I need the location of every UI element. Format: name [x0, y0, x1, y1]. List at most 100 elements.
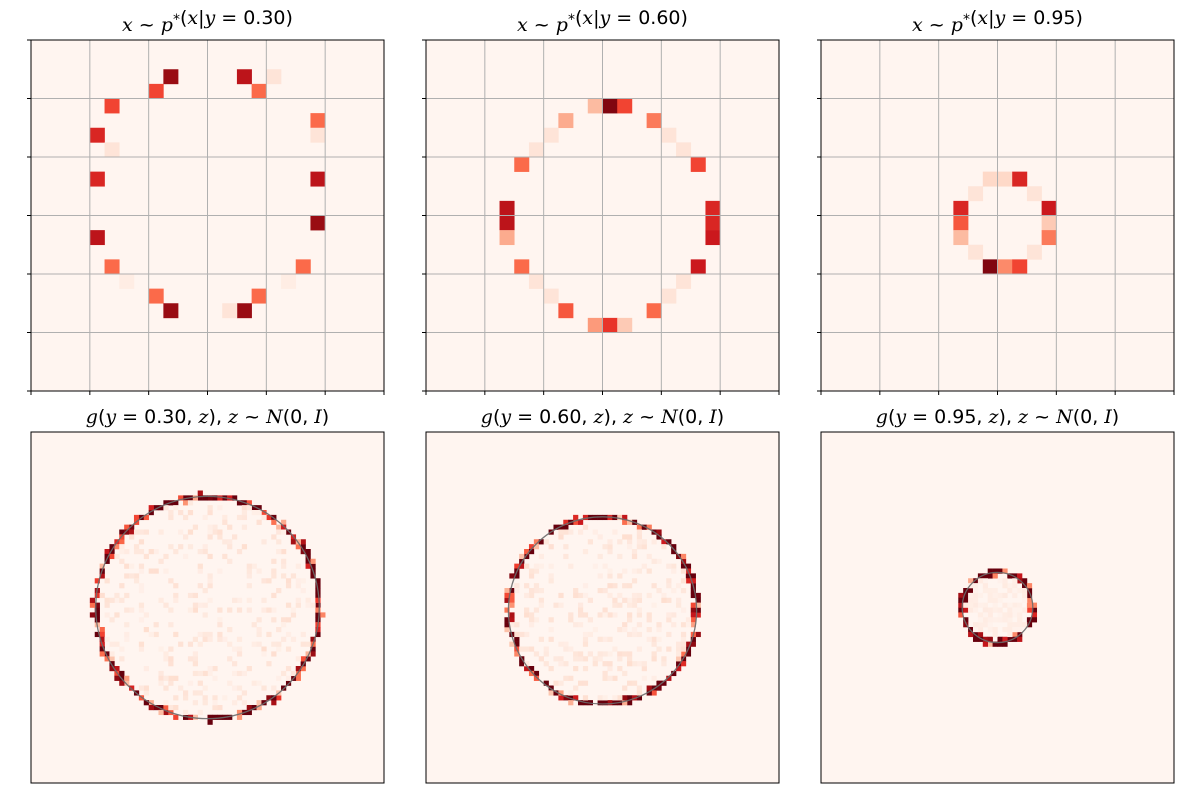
heat-cell	[232, 495, 238, 501]
heat-cell	[592, 627, 598, 633]
heat-cell	[232, 597, 238, 603]
heat-cell	[1007, 612, 1013, 618]
heat-cell	[246, 568, 252, 574]
heat-cell	[1017, 602, 1023, 608]
heat-cell	[89, 230, 105, 246]
heat-cell	[256, 519, 262, 525]
heat-cell	[690, 612, 696, 618]
heat-cell	[295, 675, 301, 681]
heat-cell	[982, 588, 988, 594]
heat-cell	[1041, 230, 1057, 246]
heat-cell	[114, 597, 120, 603]
heat-cell	[1007, 583, 1013, 589]
heat-cell	[251, 563, 257, 569]
heat-cell	[582, 641, 589, 647]
heat-cell	[1012, 592, 1018, 599]
heat-cell	[99, 631, 105, 638]
heat-cell	[173, 675, 179, 681]
heat-cell	[1031, 612, 1038, 618]
heat-cell	[192, 670, 198, 677]
heat-cell	[690, 578, 696, 584]
heat-cell	[1026, 588, 1033, 594]
panel-title-top-2: x ~ p*(x|y = 0.60)	[517, 7, 688, 36]
heat-cell	[1031, 617, 1038, 623]
heat-cell	[582, 524, 589, 530]
heat-cell	[290, 573, 297, 579]
heat-cell	[295, 544, 301, 550]
heat-cell	[94, 612, 100, 618]
heat-cell	[197, 549, 203, 555]
heat-cell	[1017, 573, 1023, 579]
heat-cell	[246, 666, 252, 672]
heat-cell	[276, 675, 282, 681]
panel-title-bottom-2: g(y = 0.60, z), z ~ N(0, I)	[481, 406, 724, 428]
heat-cell	[607, 544, 613, 550]
heat-cell	[163, 505, 169, 511]
heat-cell	[666, 617, 672, 623]
heat-cell	[119, 529, 125, 535]
heat-cell	[1026, 583, 1033, 589]
heat-cell	[558, 534, 564, 540]
heat-cell	[285, 631, 292, 638]
heat-cell	[119, 646, 125, 652]
heat-cell	[568, 529, 574, 535]
heat-cell	[617, 553, 623, 560]
heat-cell	[236, 709, 243, 716]
heat-cell	[173, 714, 179, 720]
heat-cell	[612, 529, 618, 535]
heat-cell	[617, 666, 623, 672]
heat-cell	[241, 700, 248, 706]
heat-cell	[636, 622, 643, 628]
heat-cell	[646, 612, 652, 618]
heat-cell	[1002, 602, 1008, 608]
heat-cell	[627, 612, 633, 618]
heat-cell	[236, 597, 243, 603]
heat-cell	[573, 695, 579, 701]
heat-cell	[168, 607, 174, 613]
heat-cell	[690, 573, 696, 579]
heat-cell	[1012, 578, 1018, 584]
heat-cell	[582, 666, 589, 672]
heat-cell	[1012, 612, 1018, 618]
heat-cell	[577, 607, 584, 613]
heat-cell	[666, 675, 672, 681]
heat-cell	[631, 553, 638, 560]
heat-cell	[148, 505, 154, 511]
heat-cell	[305, 549, 311, 555]
heat-cell	[597, 534, 603, 540]
heat-cell	[651, 602, 657, 608]
heat-cell	[276, 529, 282, 535]
heat-cell	[558, 602, 564, 608]
heat-cell	[577, 680, 584, 686]
heat-cell	[197, 495, 203, 501]
heat-cell	[1026, 592, 1033, 599]
heat-cell	[202, 612, 208, 618]
heat-cell	[671, 544, 677, 550]
heat-cell	[582, 631, 589, 638]
heat-cell	[197, 602, 203, 608]
heat-cell	[222, 514, 228, 521]
heat-cell	[163, 651, 169, 657]
heat-cell	[573, 588, 579, 594]
heat-cell	[246, 607, 252, 613]
heat-cell	[271, 568, 277, 574]
heat-cell	[690, 588, 696, 594]
heat-cell	[963, 602, 969, 608]
heat-cell	[607, 583, 613, 589]
heat-cell	[543, 651, 549, 657]
heat-cell	[305, 641, 311, 647]
heat-cell	[548, 578, 554, 584]
heat-cell	[261, 646, 267, 652]
heat-cell	[519, 646, 525, 652]
heat-cell	[227, 558, 233, 564]
heat-cell	[290, 612, 297, 618]
heat-cell	[651, 583, 657, 589]
heat-cell	[1022, 578, 1028, 584]
heat-cell	[558, 695, 564, 701]
heat-cell	[958, 602, 964, 608]
heat-cell	[607, 651, 613, 657]
heat-cell	[148, 510, 154, 516]
heat-cell	[607, 666, 613, 672]
heat-cell	[651, 539, 657, 545]
heat-cell	[666, 563, 672, 569]
